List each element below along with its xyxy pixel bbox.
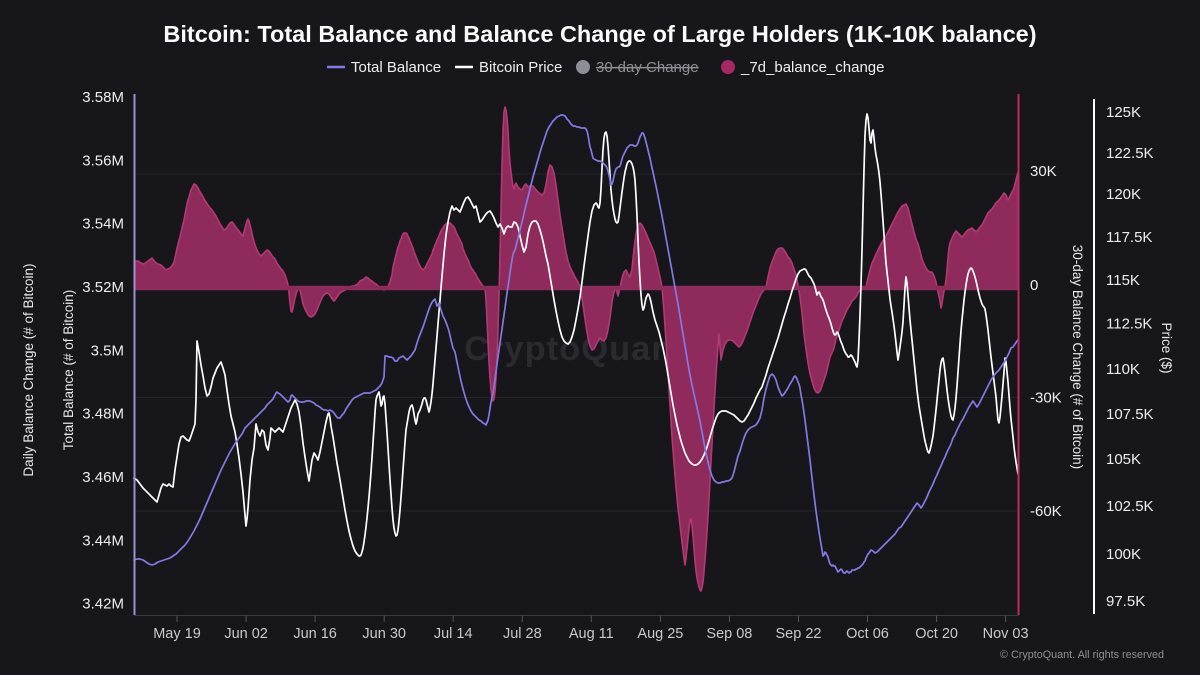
svg-text:30-day Balance Change (# of Bi: 30-day Balance Change (# of Bitcoin) [1070,245,1085,469]
svg-text:3.46M: 3.46M [82,469,124,486]
svg-text:-30K: -30K [1030,390,1062,407]
svg-text:105K: 105K [1106,451,1141,468]
svg-text:122.5K: 122.5K [1106,145,1154,162]
svg-text:Aug 25: Aug 25 [637,626,683,642]
svg-text:Jun 02: Jun 02 [224,626,268,642]
svg-text:Oct 06: Oct 06 [846,626,889,642]
svg-text:117.5K: 117.5K [1106,229,1152,246]
svg-text:3.56M: 3.56M [82,152,124,169]
svg-text:120K: 120K [1106,186,1141,203]
svg-text:_7d_balance_change: _7d_balance_change [740,59,884,76]
svg-text:3.52M: 3.52M [82,279,124,296]
svg-text:125K: 125K [1106,104,1141,121]
svg-text:3.54M: 3.54M [82,216,124,233]
svg-text:Bitcoin Price: Bitcoin Price [479,59,562,76]
svg-text:30-day Change: 30-day Change [596,59,699,76]
svg-text:97.5K: 97.5K [1106,593,1145,610]
svg-text:3.44M: 3.44M [82,532,124,549]
svg-text:Total Balance (# of Bitcoin): Total Balance (# of Bitcoin) [61,290,76,451]
svg-text:Oct 20: Oct 20 [915,626,958,642]
svg-text:Jul 28: Jul 28 [503,626,542,642]
svg-text:3.5M: 3.5M [91,342,124,359]
svg-text:Jun 30: Jun 30 [362,626,406,642]
svg-text:Total Balance: Total Balance [351,59,441,76]
svg-text:Bitcoin: Total Balance and Bal: Bitcoin: Total Balance and Balance Chang… [163,21,1036,47]
svg-text:3.58M: 3.58M [82,89,124,106]
svg-text:110K: 110K [1106,361,1140,378]
svg-text:107.5K: 107.5K [1106,406,1154,423]
svg-text:0: 0 [1030,277,1038,294]
svg-text:May 19: May 19 [153,626,201,642]
svg-text:Daily Balance Change (# of Bit: Daily Balance Change (# of Bitcoin) [21,263,36,476]
svg-text:© CryptoQuant. All rights rese: © CryptoQuant. All rights reserved [1000,649,1164,661]
svg-text:3.42M: 3.42M [82,596,124,613]
svg-text:102.5K: 102.5K [1106,498,1154,515]
svg-text:-60K: -60K [1030,503,1062,520]
svg-text:115K: 115K [1106,272,1140,289]
svg-text:3.48M: 3.48M [82,406,124,423]
svg-text:Jul 14: Jul 14 [434,626,473,642]
svg-text:Sep 22: Sep 22 [776,626,822,642]
svg-text:112.5K: 112.5K [1106,316,1152,333]
svg-text:30K: 30K [1030,163,1057,180]
svg-text:Aug 11: Aug 11 [569,626,614,642]
svg-text:100K: 100K [1106,546,1141,563]
svg-text:Nov 03: Nov 03 [983,626,1029,642]
svg-text:Price ($): Price ($) [1159,322,1174,373]
svg-text:Jun 16: Jun 16 [293,626,337,642]
svg-text:Sep 08: Sep 08 [706,626,752,642]
